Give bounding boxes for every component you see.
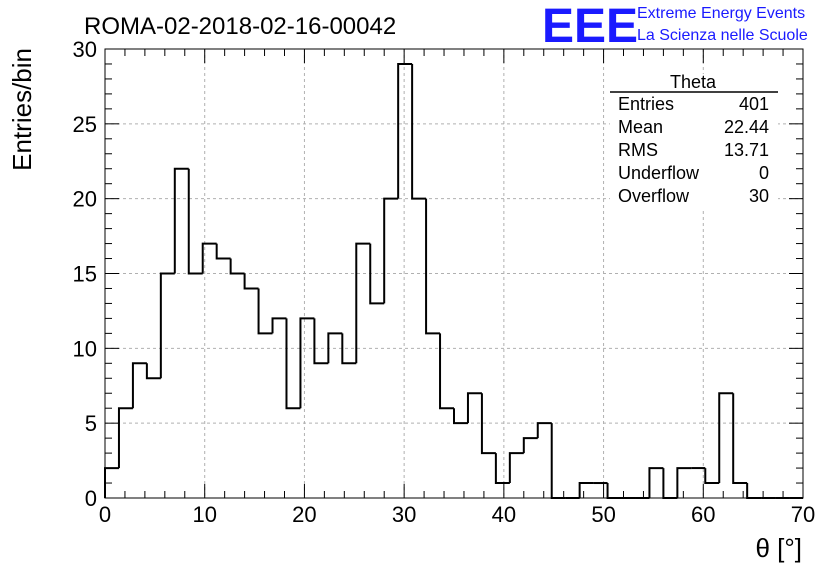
histogram-bin-28: [494, 453, 510, 485]
y-tick-label-30: 30: [73, 37, 97, 62]
histogram-bin-25: [453, 408, 468, 425]
x-tick-labels: 0 10 20 30 40 50 60 70: [99, 502, 815, 527]
stats-value-rms: 13.71: [724, 140, 769, 160]
x-tick-label-10: 10: [192, 502, 216, 527]
x-axis-label: θ [°]: [755, 533, 802, 563]
stats-label-mean: Mean: [618, 117, 663, 137]
histogram-bin-45: [732, 393, 748, 485]
stats-value-mean: 22.44: [724, 117, 769, 137]
histogram-bin-14: [299, 317, 315, 409]
y-axis-label: Entries/bin: [7, 48, 37, 171]
stats-box: Theta Entries 401 Mean 22.44 RMS 13.71 Underfl…: [610, 72, 778, 208]
stats-label-underflow: Underflow: [618, 163, 700, 183]
x-tick-label-60: 60: [691, 502, 715, 527]
y-tick-labels: 0 5 10 15 20 25 30: [73, 37, 97, 511]
histogram-bin-9: [229, 258, 245, 275]
x-tick-label-20: 20: [292, 502, 316, 527]
histogram-bin-16: [327, 332, 343, 364]
grid-lines: [105, 49, 803, 498]
histogram-bin-26: [466, 392, 482, 424]
stats-label-rms: RMS: [618, 140, 658, 160]
histogram-bin-5: [173, 167, 189, 274]
stats-label-overflow: Overflow: [618, 186, 690, 206]
histogram-bin-4: [159, 272, 175, 379]
histogram-bin-39: [648, 467, 664, 498]
stats-box-background: [610, 74, 778, 208]
histogram-bin-11: [257, 288, 273, 335]
y-tick-label-0: 0: [85, 486, 97, 511]
y-tick-label-15: 15: [73, 262, 97, 287]
stats-value-entries: 401: [739, 94, 769, 114]
run-title: ROMA-02-2018-02-16-00042: [84, 13, 396, 40]
histogram-bin-43: [704, 468, 720, 485]
x-tick-label-40: 40: [492, 502, 516, 527]
histogram-bin-31: [536, 422, 552, 439]
stats-value-overflow: 30: [749, 186, 769, 206]
histogram-bin-12: [271, 317, 287, 334]
stats-rows: Entries 401 Mean 22.44 RMS 13.71 Underflow 0 Ove…: [618, 94, 769, 206]
histogram-bin-44: [718, 392, 734, 484]
histogram-bin-23: [425, 198, 441, 335]
y-tick-label-5: 5: [85, 411, 97, 436]
histogram-bin-22: [411, 63, 427, 200]
histogram-bin-15: [313, 318, 329, 365]
histogram-bin-10: [243, 273, 259, 290]
histogram-bin-20: [383, 197, 399, 304]
axis-ticks: [104, 48, 804, 499]
stats-label-entries: Entries: [618, 94, 674, 114]
histogram-bin-30: [522, 437, 538, 454]
histogram-bin-1: [117, 407, 133, 469]
histogram-bin-21: [397, 62, 413, 199]
histogram-bin-7: [201, 242, 217, 274]
histogram-bin-27: [480, 393, 496, 455]
histogram-bin-8: [215, 243, 231, 260]
histogram-bin-2: [131, 362, 147, 409]
x-tick-label-50: 50: [591, 502, 615, 527]
histogram-bin-13: [285, 318, 301, 410]
y-tick-label-10: 10: [73, 336, 97, 361]
x-tick-label-70: 70: [791, 502, 815, 527]
histogram-bin-24: [439, 333, 454, 410]
histogram-bin-6: [187, 168, 203, 275]
stats-value-underflow: 0: [759, 163, 769, 183]
x-tick-label-0: 0: [99, 502, 111, 527]
histogram-bin-17: [341, 333, 357, 365]
histogram-bin-29: [508, 452, 524, 484]
eee-logo: EEE: [542, 0, 638, 53]
stats-title: Theta: [670, 72, 717, 92]
histogram-bin-19: [369, 243, 385, 305]
histogram-bin-34: [578, 482, 594, 498]
histogram-bin-3: [145, 363, 161, 380]
logo-line-1: Extreme Energy Events: [637, 5, 805, 22]
histogram-bin-41: [676, 467, 692, 498]
histogram-bin-18: [355, 242, 371, 364]
x-tick-label-30: 30: [392, 502, 416, 527]
logo-line-2: La Scienza nelle Scuole: [637, 27, 808, 44]
y-tick-label-20: 20: [73, 187, 97, 212]
y-tick-label-25: 25: [73, 112, 97, 137]
